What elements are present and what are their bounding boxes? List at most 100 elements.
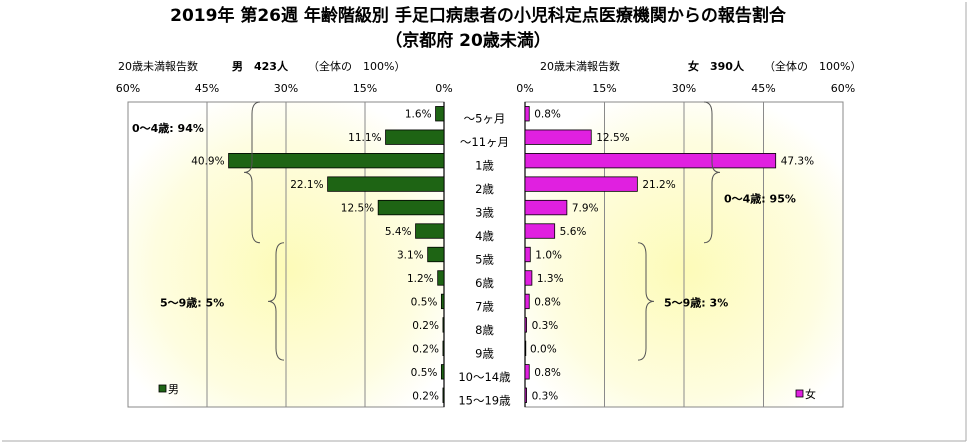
female-x-tick-label: 15% bbox=[592, 82, 616, 95]
female-legend-label: 女 bbox=[805, 387, 816, 401]
female-data-label: 0.8% bbox=[534, 367, 561, 379]
female-x-tick-label: 45% bbox=[751, 82, 775, 95]
male-bar bbox=[327, 176, 445, 192]
male-x-tick-label: 30% bbox=[274, 82, 298, 95]
female-data-label: 0.3% bbox=[532, 390, 559, 402]
male-x-ticks: 60% 45% 30% 15% 0% bbox=[116, 82, 453, 95]
age-group-brackets: 0～4歳: 94% 5～9歳: 5% 0～4歳: 95% 5～9歳: 3% bbox=[132, 101, 796, 361]
male-data-label: 1.6% bbox=[405, 109, 432, 121]
male-data-label: 0.2% bbox=[412, 320, 439, 332]
female-bar bbox=[524, 387, 527, 403]
female-data-label: 21.2% bbox=[642, 179, 675, 191]
male-bar bbox=[435, 106, 445, 122]
female-group-label-5-9: 5～9歳: 3% bbox=[664, 295, 728, 309]
male-bracket-5-9 bbox=[267, 242, 285, 361]
category-label: 1歳 bbox=[475, 159, 494, 173]
male-data-label: 22.1% bbox=[290, 179, 323, 191]
male-group-label-5-9: 5～9歳: 5% bbox=[160, 295, 224, 309]
male-data-label: 40.9% bbox=[191, 156, 224, 168]
category-label: ～11ヶ月 bbox=[460, 135, 509, 149]
category-label: 15～19歳 bbox=[458, 393, 511, 407]
male-bar bbox=[385, 129, 445, 145]
male-x-tick-label: 60% bbox=[116, 82, 140, 95]
category-label: 8歳 bbox=[475, 323, 494, 337]
male-legend-label: 男 bbox=[168, 383, 179, 396]
male-data-label: 1.2% bbox=[407, 273, 434, 285]
female-data-label: 0.8% bbox=[534, 109, 561, 121]
female-data-label: 7.9% bbox=[572, 203, 599, 215]
male-data-label: 12.5% bbox=[341, 203, 374, 215]
male-header-total: （全体の 100%） bbox=[308, 59, 405, 73]
female-bar bbox=[524, 340, 527, 356]
male-data-label: 3.1% bbox=[397, 250, 424, 262]
male-bars: 1.6% 11.1% 40.9% 22.1% 12.5% 5.4% 3.1% 1.2% 0.5%… bbox=[191, 106, 445, 403]
male-data-label: 0.5% bbox=[411, 367, 438, 379]
male-bar bbox=[442, 387, 445, 403]
female-bar bbox=[524, 270, 533, 286]
male-header-count: 男 423人 bbox=[232, 59, 289, 73]
category-label: 6歳 bbox=[475, 276, 494, 290]
female-data-label: 1.3% bbox=[537, 273, 564, 285]
female-bar bbox=[524, 153, 777, 169]
male-bar bbox=[442, 317, 445, 333]
female-bar bbox=[524, 199, 568, 216]
male-data-label: 11.1% bbox=[348, 132, 381, 144]
male-x-tick-label: 45% bbox=[195, 82, 219, 95]
male-bracket-0-4 bbox=[243, 101, 261, 244]
female-x-ticks: 0% 15% 30% 45% 60% bbox=[516, 82, 855, 95]
male-group-label-0-4: 0～4歳: 94% bbox=[132, 121, 204, 135]
female-bar bbox=[524, 223, 556, 239]
category-label: 9歳 bbox=[475, 346, 494, 360]
chart-title: 2019年 第26週 年齢階級別 手足口病患者の小児科定点医療機関からの報告割合 bbox=[170, 5, 787, 26]
male-bar bbox=[440, 293, 445, 310]
male-bar bbox=[228, 153, 445, 169]
male-bar bbox=[415, 223, 445, 239]
category-label: 5歳 bbox=[475, 253, 494, 267]
male-data-label: 0.5% bbox=[411, 296, 438, 308]
female-data-label: 0.3% bbox=[532, 320, 559, 332]
category-labels: ～5ヶ月 ～11ヶ月 1歳 2歳 3歳 4歳 5歳 6歳 7歳 8歳 9歳 10～14歳 15～19歳 bbox=[458, 112, 511, 408]
chart-subtitle: （京都府 20歳未満） bbox=[385, 30, 551, 51]
female-bar bbox=[524, 129, 592, 145]
male-data-label: 5.4% bbox=[385, 226, 412, 238]
female-data-label: 47.3% bbox=[781, 156, 814, 168]
male-bar bbox=[427, 246, 445, 263]
female-header-prefix: 20歳未満報告数 bbox=[540, 60, 620, 73]
category-label: 4歳 bbox=[475, 229, 494, 243]
female-x-tick-label: 30% bbox=[672, 82, 696, 95]
female-data-label: 12.5% bbox=[596, 132, 629, 144]
category-label: 10～14歳 bbox=[458, 370, 511, 384]
male-bar bbox=[437, 270, 445, 286]
male-bar bbox=[442, 340, 445, 356]
female-header-count: 女 390人 bbox=[688, 59, 745, 73]
female-data-label: 0.0% bbox=[530, 343, 557, 355]
male-header-prefix: 20歳未満報告数 bbox=[118, 60, 198, 73]
male-x-tick-label: 0% bbox=[435, 82, 452, 95]
female-bar bbox=[524, 317, 527, 333]
category-label: ～5ヶ月 bbox=[464, 112, 506, 126]
female-x-tick-label: 60% bbox=[831, 82, 855, 95]
female-bar bbox=[524, 246, 531, 263]
female-bar bbox=[524, 176, 638, 192]
category-label: 7歳 bbox=[475, 299, 494, 313]
male-data-label: 0.2% bbox=[412, 343, 439, 355]
female-data-label: 5.6% bbox=[560, 226, 587, 238]
female-header-total: （全体の 100%） bbox=[764, 59, 861, 73]
female-bracket-5-9 bbox=[637, 242, 655, 361]
category-label: 2歳 bbox=[475, 182, 494, 196]
female-data-label: 1.0% bbox=[535, 250, 562, 262]
female-group-label-0-4: 0～4歳: 95% bbox=[724, 191, 796, 205]
female-bar bbox=[524, 364, 530, 380]
female-x-tick-label: 0% bbox=[516, 82, 533, 95]
female-data-label: 0.8% bbox=[534, 296, 561, 308]
male-x-tick-label: 15% bbox=[353, 82, 377, 95]
male-bar bbox=[440, 364, 445, 380]
male-bar bbox=[377, 199, 445, 216]
category-label: 3歳 bbox=[475, 206, 494, 220]
female-legend-swatch bbox=[795, 389, 804, 398]
female-bar bbox=[524, 293, 530, 310]
female-bars: 0.8% 12.5% 47.3% 21.2% 7.9% 5.6% 1.0% 1.3% 0.8% 0… bbox=[524, 106, 814, 403]
female-bar bbox=[524, 106, 530, 122]
female-bracket-0-4 bbox=[703, 101, 721, 244]
